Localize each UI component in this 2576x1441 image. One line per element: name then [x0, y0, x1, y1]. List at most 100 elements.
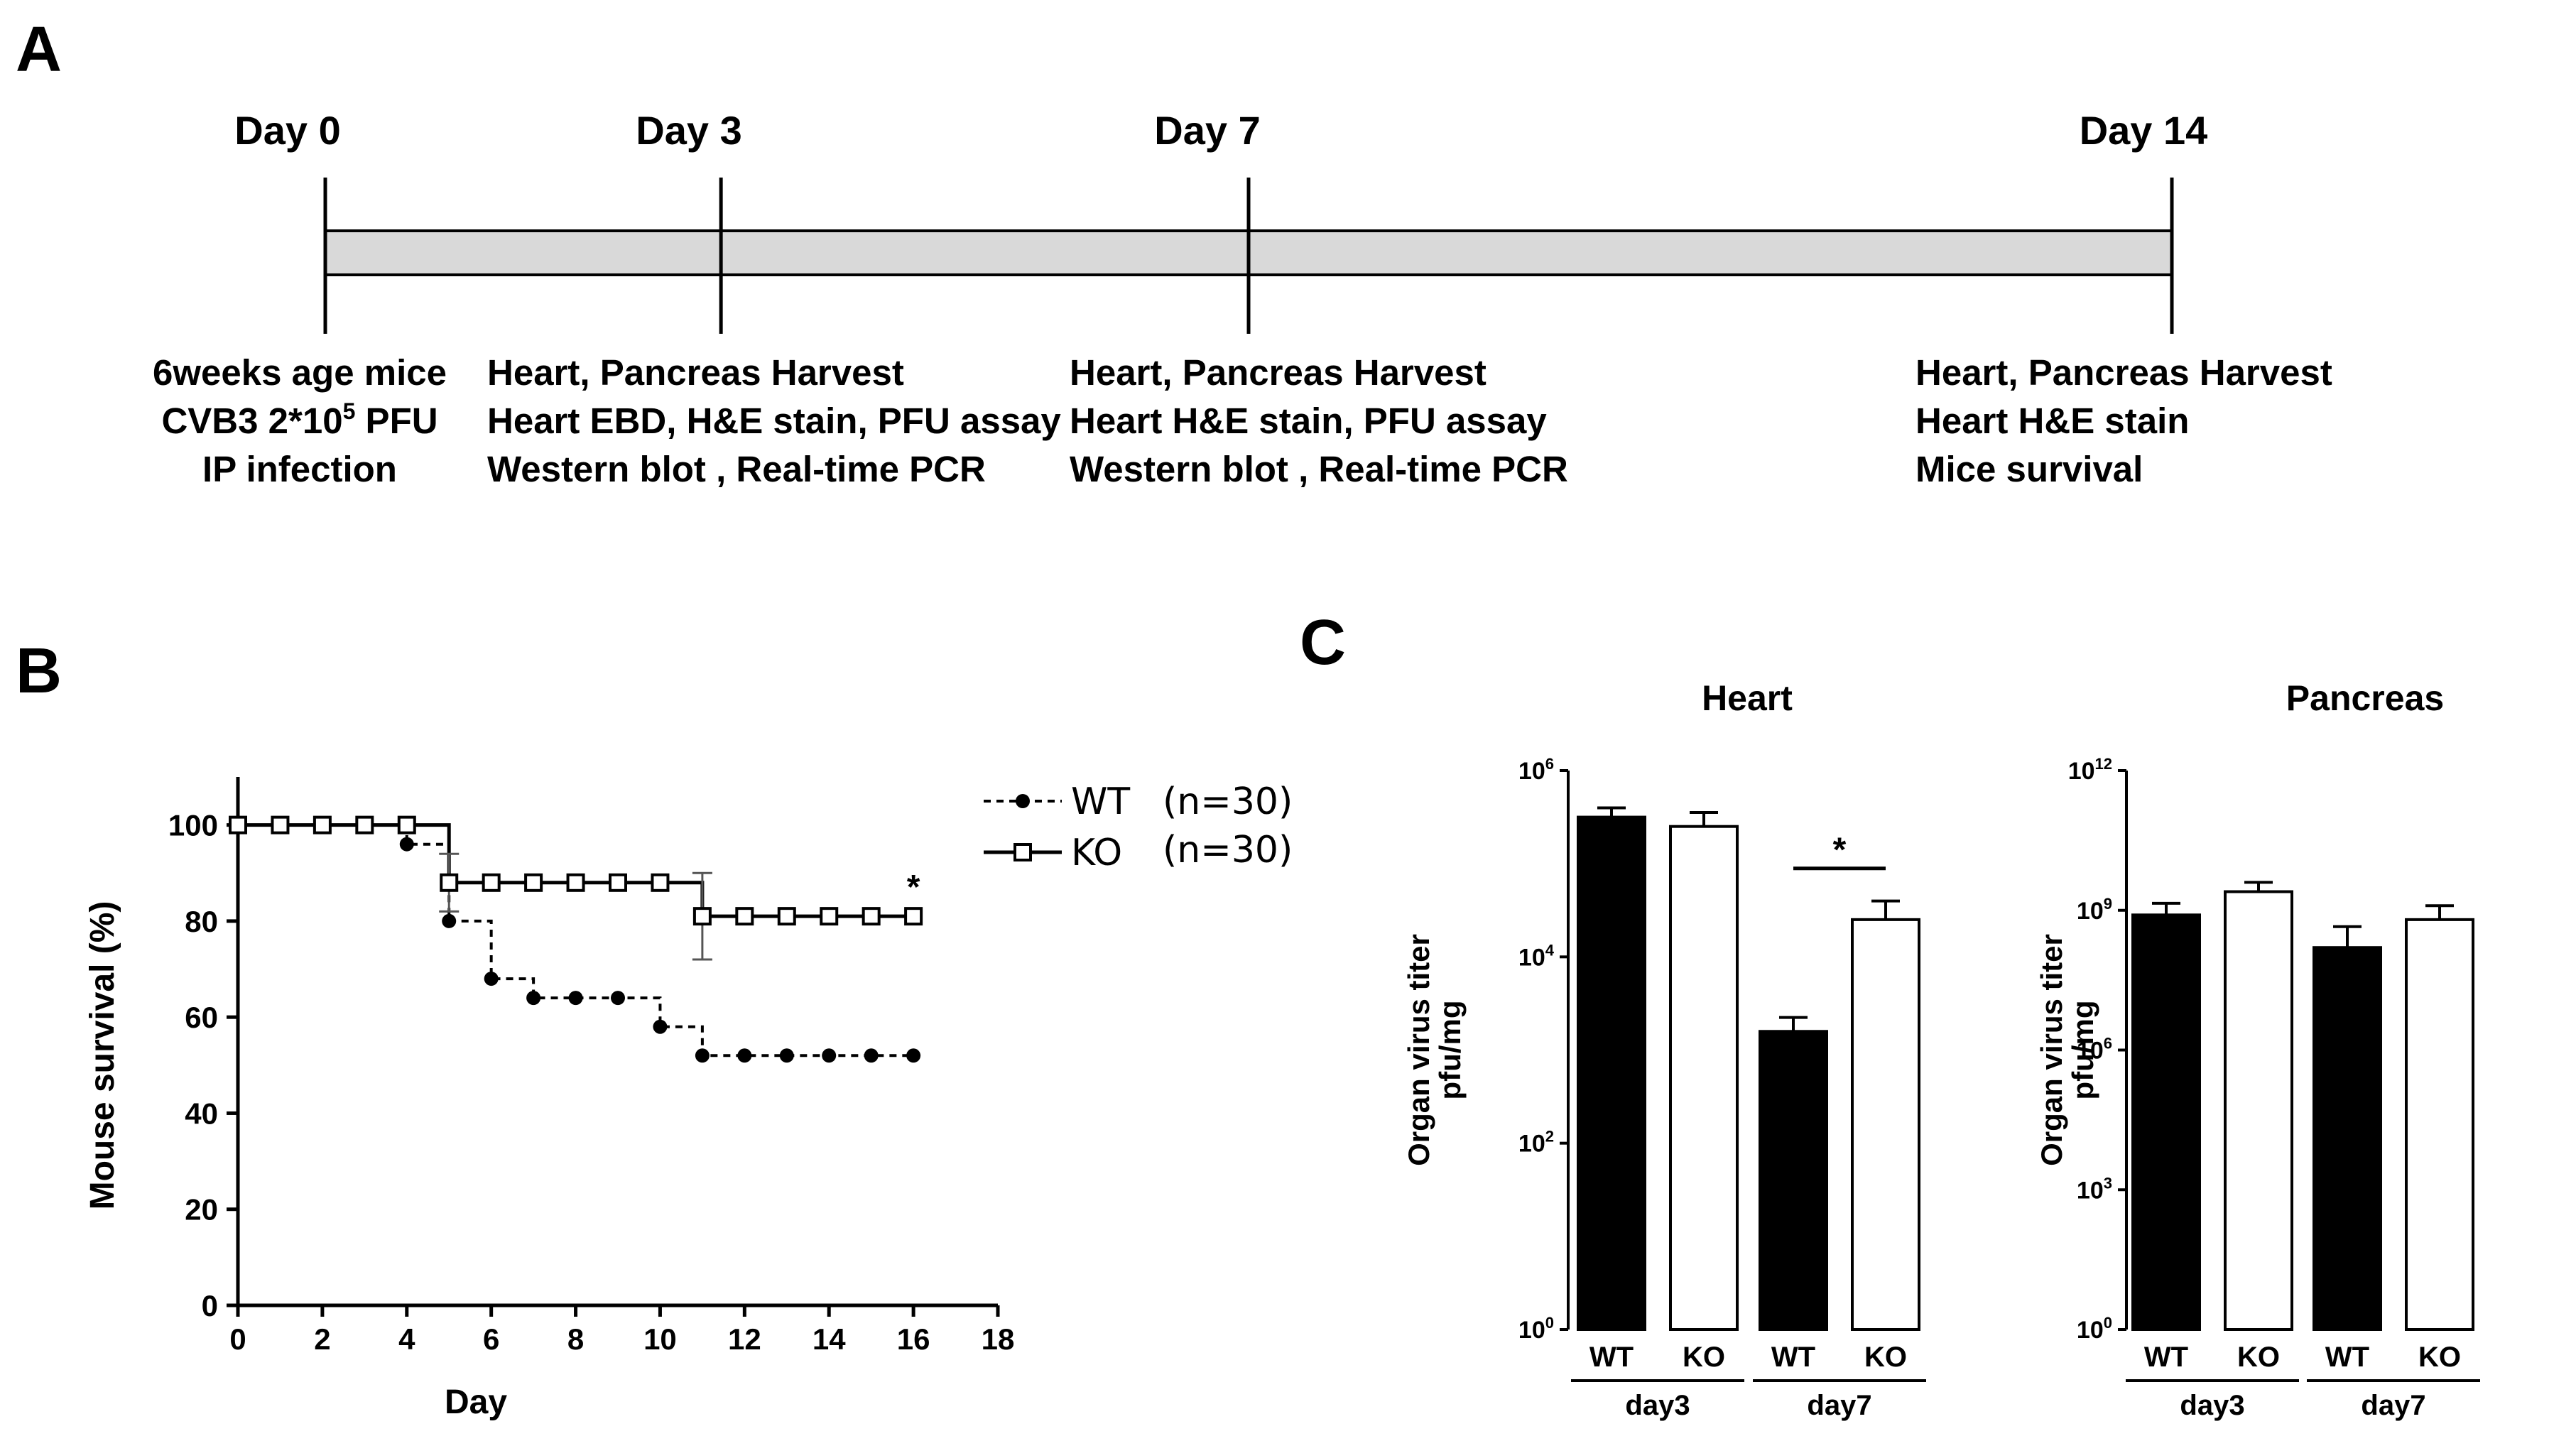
timeline-note: IP infection	[202, 449, 397, 489]
timeline-note: CVB3 2*105 PFU	[161, 398, 438, 441]
ko-point	[735, 907, 754, 926]
timeline-note-suffix: PFU	[355, 401, 438, 441]
wt-survival-line	[238, 823, 914, 1057]
legend-ko-n: (n=30)	[1163, 829, 1293, 871]
category-label: WT	[1771, 1342, 1815, 1373]
timeline-note: Heart EBD, H&E stain, PFU assay	[487, 401, 1061, 441]
x-tick-label: 16	[897, 1322, 930, 1356]
category-label: KO	[2237, 1342, 2280, 1373]
group-label: day7	[2361, 1390, 2425, 1421]
wt-point	[906, 1048, 921, 1063]
y-axis-label: pfu/mg	[1433, 1001, 1467, 1100]
category-label: KO	[2418, 1342, 2461, 1373]
timeline-note: Heart, Pancreas Harvest	[1070, 352, 1487, 393]
timeline-note: 6weeks age mice	[153, 352, 447, 393]
bar	[1669, 825, 1739, 1331]
ko-point	[313, 815, 332, 834]
y-tick-label: 60	[185, 1001, 218, 1034]
group-label: day7	[1807, 1390, 1871, 1421]
timeline-day-label: Day 14	[2080, 108, 2208, 153]
y-tick-label: 109	[2077, 895, 2112, 925]
bar	[1759, 1030, 1828, 1332]
wt-point	[737, 1048, 752, 1063]
y-tick-label: 106	[2077, 1035, 2112, 1065]
heart-titer-chart: Heart 100 102 104 106 Organ virus titerpfu/mg…	[1402, 678, 1926, 1421]
category-label: WT	[2325, 1342, 2369, 1373]
bar	[2131, 913, 2201, 1331]
legend-wt-n: (n=30)	[1163, 781, 1293, 823]
ko-point	[355, 815, 374, 834]
bar	[2224, 890, 2293, 1332]
x-tick-label: 6	[483, 1322, 499, 1356]
timeline-day-label: Day 0	[234, 108, 340, 153]
panel-letter-c: C	[1300, 607, 1346, 678]
bar	[1851, 918, 1920, 1332]
wt-point	[779, 1048, 794, 1063]
timeline-note-sup: 5	[343, 398, 356, 424]
significance-star: *	[907, 869, 920, 906]
timeline-note: Mice survival	[1915, 449, 2143, 489]
significance-star: *	[1833, 832, 1847, 869]
timeline-note: Heart H&E stain, PFU assay	[1070, 401, 1547, 441]
ko-point	[862, 907, 881, 926]
ko-survival-line	[238, 823, 914, 918]
wt-point	[822, 1048, 837, 1063]
category-label: KO	[1683, 1342, 1725, 1373]
legend-wt-marker	[1016, 794, 1030, 808]
group-label: day3	[2180, 1390, 2244, 1421]
group-label: day3	[1625, 1390, 1690, 1421]
y-tick-label: 103	[2077, 1174, 2112, 1204]
legend-wt-label: WT	[1071, 781, 1130, 823]
y-tick-label: 100	[168, 809, 218, 842]
panel-letter-b: B	[16, 636, 62, 707]
ko-point	[229, 815, 247, 834]
legend-ko-marker	[1013, 843, 1032, 861]
chart-title: Pancreas	[2286, 678, 2444, 718]
bar	[2405, 918, 2474, 1332]
timeline-note: Heart, Pancreas Harvest	[487, 352, 904, 393]
bar	[1577, 815, 1646, 1332]
wt-point	[399, 837, 414, 852]
wt-point	[695, 1048, 710, 1063]
timeline-note: Heart, Pancreas Harvest	[1915, 352, 2332, 393]
ko-point	[482, 873, 501, 892]
y-tick-label: 106	[1518, 755, 1554, 785]
y-tick-label: 102	[1518, 1128, 1554, 1158]
category-label: WT	[2144, 1342, 2188, 1373]
category-label: WT	[1589, 1342, 1634, 1373]
ko-point	[904, 907, 923, 926]
category-label: KO	[1864, 1342, 1907, 1373]
y-axis-label: Organ virus titer	[1402, 934, 1435, 1166]
ko-point	[820, 907, 839, 926]
y-axis-label: Mouse survival (%)	[84, 901, 121, 1210]
wt-point	[568, 991, 583, 1006]
y-tick-label: 1012	[2068, 755, 2112, 785]
legend-ko-label: KO	[1071, 832, 1122, 874]
y-tick-label: 80	[185, 905, 218, 938]
x-tick-label: 8	[567, 1322, 584, 1356]
wt-point	[611, 991, 625, 1006]
y-tick-label: 20	[185, 1193, 218, 1227]
timeline-day-label: Day 3	[636, 108, 741, 153]
x-tick-label: 14	[813, 1322, 846, 1356]
bar	[2313, 946, 2382, 1331]
x-tick-label: 2	[314, 1322, 330, 1356]
timeline-note: Western blot , Real-time PCR	[1070, 449, 1568, 489]
y-tick-label: 100	[1518, 1314, 1554, 1344]
x-axis-label: Day	[445, 1383, 507, 1421]
x-tick-label: 10	[643, 1322, 677, 1356]
x-tick-label: 4	[398, 1322, 415, 1356]
y-tick-label: 100	[2077, 1314, 2112, 1344]
pancreas-titer-chart: Pancreas 100 103 106 109 1012 Organ virus tite…	[2035, 678, 2480, 1421]
timeline: Day 0 Day 3 Day 7 Day 14 6weeks age mice…	[153, 108, 2332, 489]
x-tick-label: 18	[982, 1322, 1015, 1356]
wt-point	[653, 1019, 668, 1034]
timeline-note: Heart H&E stain	[1915, 401, 2189, 441]
wt-point	[442, 913, 457, 928]
ko-point	[692, 907, 712, 926]
timeline-note-main: CVB3 2*10	[161, 401, 342, 441]
wt-point	[484, 972, 499, 986]
ko-point	[440, 873, 459, 892]
y-axis-label: pfu/mg	[2066, 1001, 2099, 1100]
